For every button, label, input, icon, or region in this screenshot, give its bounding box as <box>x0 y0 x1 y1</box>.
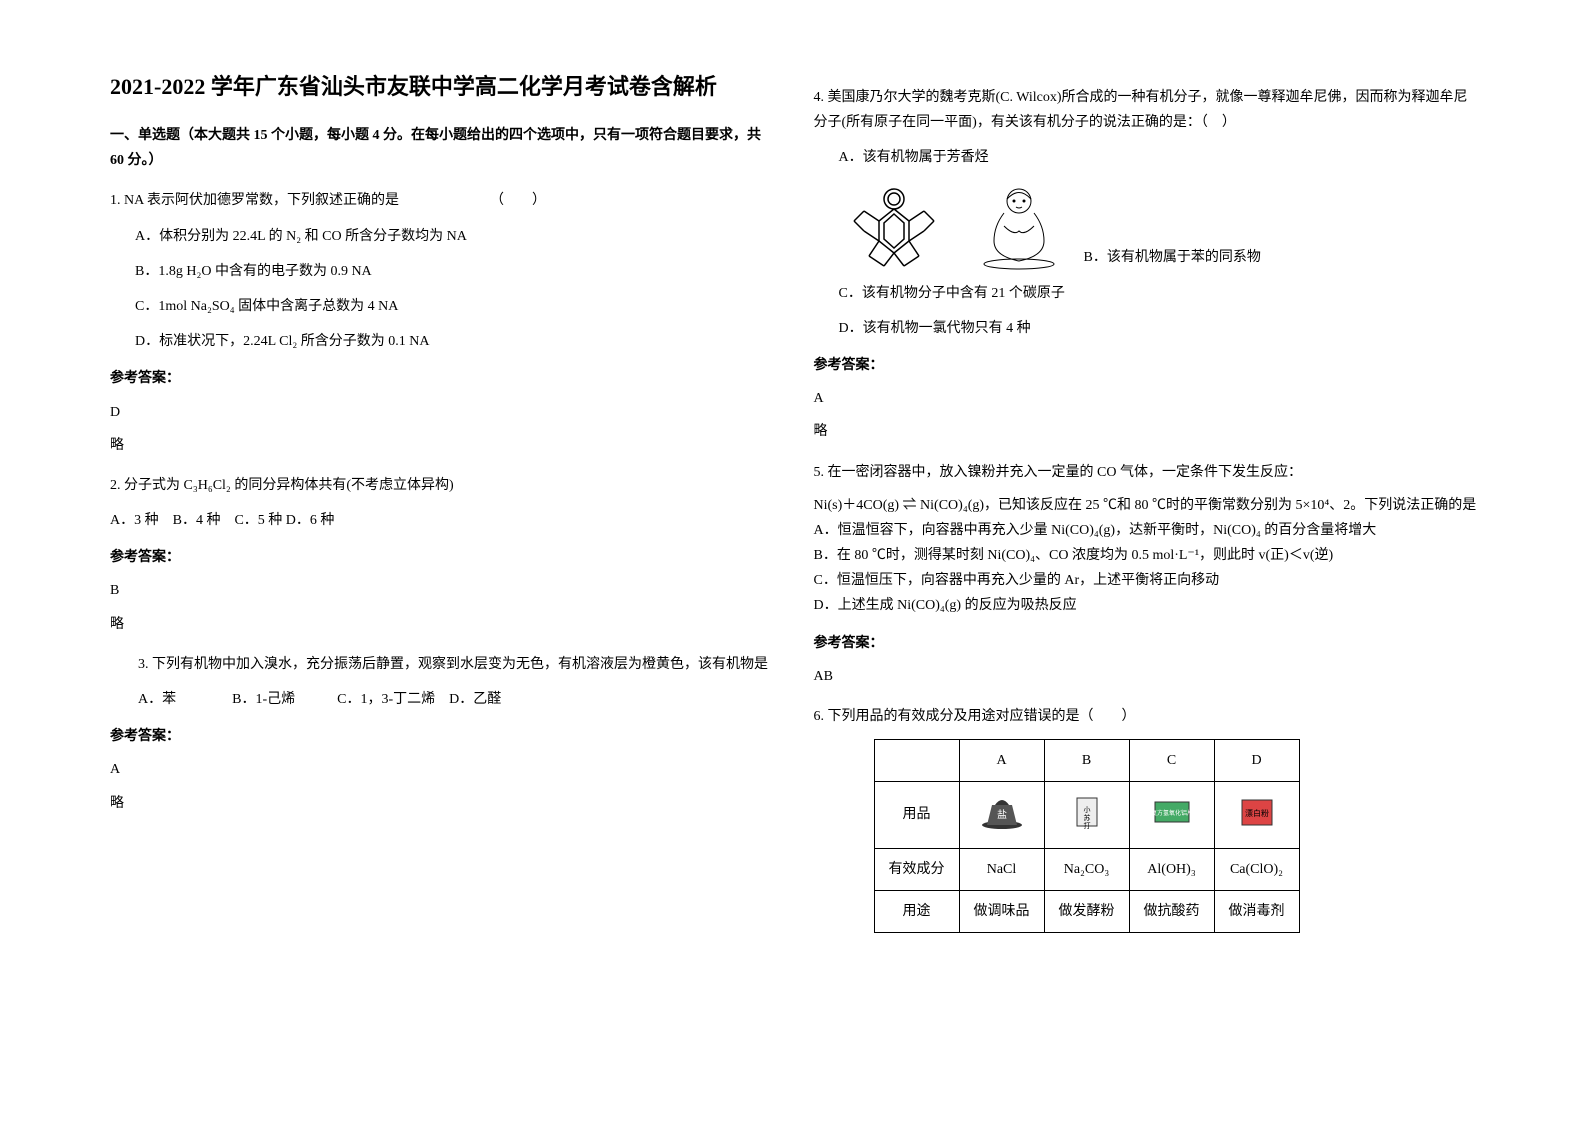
q4-optD: D．该有机物一氯代物只有 4 种 <box>839 316 1478 341</box>
q1-optC: C．1mol Na₂SO₄ 固体中含离子总数为 4 NA <box>135 294 774 319</box>
svg-text:盐: 盐 <box>997 808 1007 821</box>
exam-title: 2021-2022 学年广东省汕头市友联中学高二化学月考试卷含解析 <box>110 70 774 103</box>
q2-answer-label: 参考答案： <box>110 545 774 570</box>
q5-answer: AB <box>814 664 1478 689</box>
q2-note: 略 <box>110 612 774 637</box>
left-column: 2021-2022 学年广东省汕头市友联中学高二化学月考试卷含解析 一、单选题（… <box>90 70 794 1052</box>
q1-optB: B．1.8g H₂O 中含有的电子数为 0.9 NA <box>135 259 774 284</box>
th-D: D <box>1214 740 1299 782</box>
q4-note: 略 <box>814 419 1478 444</box>
th-B: B <box>1044 740 1129 782</box>
svg-text:打: 打 <box>1083 821 1090 830</box>
q1-stem: 1. NA 表示阿伏加德罗常数，下列叙述正确的是 （ ） <box>110 188 774 213</box>
q5-eq: Ni(s)＋4CO(g) ⇌ Ni(CO)₄(g)，已知该反应在 25 ℃和 8… <box>814 493 1478 518</box>
salt-icon: 盐 <box>977 790 1027 830</box>
right-column: 4. 美国康乃尔大学的魏考克斯(C. Wilcox)所合成的一种有机分子，就像一… <box>794 70 1498 1052</box>
th-blank <box>874 740 959 782</box>
q3-options: A．苯 B．1-己烯 C．1，3-丁二烯 D．乙醛 <box>110 687 774 712</box>
svg-text:苏: 苏 <box>1083 813 1090 822</box>
row2-label: 有效成分 <box>874 848 959 890</box>
molecule-icon <box>839 181 949 271</box>
q5-optC: C．恒温恒压下，向容器中再充入少量的 Ar，上述平衡将正向移动 <box>814 568 1478 593</box>
cell: NaCl <box>959 848 1044 890</box>
cell: 做抗酸药 <box>1129 890 1214 932</box>
buddha-icon <box>964 181 1074 271</box>
q3-answer: A <box>110 757 774 782</box>
q1-note: 略 <box>110 433 774 458</box>
row3-label: 用途 <box>874 890 959 932</box>
q3-note: 略 <box>110 791 774 816</box>
q1-answer: D <box>110 400 774 425</box>
q4-optA: A．该有机物属于芳香烃 <box>839 145 1478 170</box>
cell: 做发酵粉 <box>1044 890 1129 932</box>
cell-salt: 盐 <box>959 782 1044 848</box>
table-row: 有效成分 NaCl Na₂CO₃ Al(OH)₃ Ca(ClO)₂ <box>874 848 1299 890</box>
q5-optD: D．上述生成 Ni(CO)₄(g) 的反应为吸热反应 <box>814 593 1478 618</box>
row1-label: 用品 <box>874 782 959 848</box>
q1-optD: D．标准状况下，2.24L Cl₂ 所含分子数为 0.1 NA <box>135 329 774 354</box>
th-C: C <box>1129 740 1214 782</box>
medicine-icon: 复方氢氧化铝片 <box>1147 790 1197 830</box>
q4-optC: C．该有机物分子中含有 21 个碳原子 <box>839 281 1478 306</box>
q3-stem: 3. 下列有机物中加入溴水，充分振荡后静置，观察到水层变为无色，有机溶液层为橙黄… <box>110 652 774 677</box>
cell: 做调味品 <box>959 890 1044 932</box>
q6-stem: 6. 下列用品的有效成分及用途对应错误的是（ ） <box>814 704 1478 729</box>
q5-stem: 5. 在一密闭容器中，放入镍粉并充入一定量的 CO 气体，一定条件下发生反应： <box>814 460 1478 485</box>
cell-soda: 小 苏 打 <box>1044 782 1129 848</box>
q5-optA: A．恒温恒容下，向容器中再充入少量 Ni(CO)₄(g)，达新平衡时，Ni(CO… <box>814 518 1478 543</box>
q5-optB: B．在 80 ℃时，测得某时刻 Ni(CO)₄、CO 浓度均为 0.5 mol·… <box>814 543 1478 568</box>
cell: Al(OH)₃ <box>1129 848 1214 890</box>
q1-answer-label: 参考答案： <box>110 366 774 391</box>
soda-icon: 小 苏 打 <box>1062 790 1112 830</box>
q3-answer-label: 参考答案： <box>110 724 774 749</box>
bleach-icon: 漂白粉 <box>1232 790 1282 830</box>
q2-stem: 2. 分子式为 C₃H₆Cl₂ 的同分异构体共有(不考虑立体异构) <box>110 473 774 498</box>
q4-answer-label: 参考答案： <box>814 353 1478 378</box>
q5-answer-label: 参考答案： <box>814 631 1478 656</box>
cell: 做消毒剂 <box>1214 890 1299 932</box>
q2-answer: B <box>110 578 774 603</box>
section-header: 一、单选题（本大题共 15 个小题，每小题 4 分。在每小题给出的四个选项中，只… <box>110 123 774 173</box>
table-row: 用品 盐 小 苏 打 复方氢氧 <box>874 782 1299 848</box>
cell-aloh3: 复方氢氧化铝片 <box>1129 782 1214 848</box>
q4-stem: 4. 美国康乃尔大学的魏考克斯(C. Wilcox)所合成的一种有机分子，就像一… <box>814 85 1478 135</box>
svg-text:小: 小 <box>1083 805 1090 814</box>
q4-figure: B．该有机物属于苯的同系物 <box>839 181 1478 271</box>
cell: Ca(ClO)₂ <box>1214 848 1299 890</box>
q4-optB: B．该有机物属于苯的同系物 <box>1084 245 1261 270</box>
cell-bleach: 漂白粉 <box>1214 782 1299 848</box>
q4-answer: A <box>814 386 1478 411</box>
q2-options: A．3 种 B．4 种 C．5 种 D．6 种 <box>110 508 774 533</box>
svg-text:复方氢氧化铝片: 复方氢氧化铝片 <box>1150 809 1192 817</box>
svg-text:漂白粉: 漂白粉 <box>1245 808 1269 818</box>
cell: Na₂CO₃ <box>1044 848 1129 890</box>
table-header-row: A B C D <box>874 740 1299 782</box>
th-A: A <box>959 740 1044 782</box>
table-row: 用途 做调味品 做发酵粉 做抗酸药 做消毒剂 <box>874 890 1299 932</box>
q6-table: A B C D 用品 盐 小 苏 打 <box>874 739 1300 933</box>
q1-optA: A．体积分别为 22.4L 的 N₂ 和 CO 所含分子数均为 NA <box>135 224 774 249</box>
